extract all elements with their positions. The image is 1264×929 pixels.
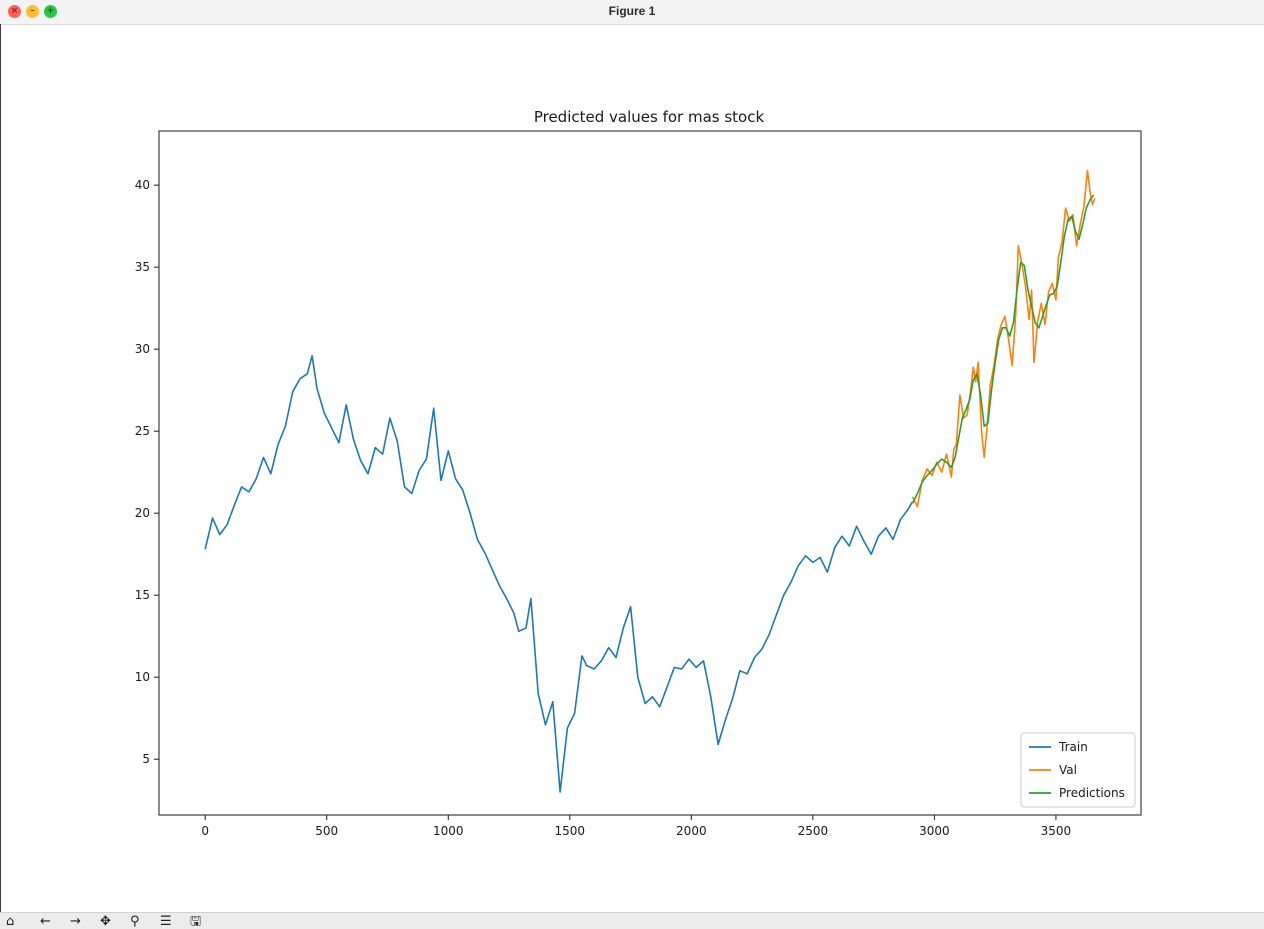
y-tick-label: 25 xyxy=(135,424,150,438)
y-tick-label: 15 xyxy=(135,588,150,602)
legend: Train Val Predictions xyxy=(1020,732,1136,808)
legend-label: Predictions xyxy=(1059,786,1125,800)
forward-button[interactable]: → xyxy=(70,914,81,929)
line-chart: Predicted values for mas stock 0 500 1000 1… xyxy=(135,108,1142,838)
configure-subplots-button[interactable]: ☰ xyxy=(160,914,172,929)
navigation-toolbar: ⌂ ← → ✥ ⚲ ☰ 🖫 xyxy=(0,912,1264,929)
y-tick-label: 10 xyxy=(135,670,150,684)
zoom-icon: ⚲ xyxy=(130,914,140,929)
window-title: Figure 1 xyxy=(608,4,656,18)
x-tick-label: 500 xyxy=(315,824,338,838)
series-line-train xyxy=(204,354,914,793)
plot-area xyxy=(158,130,1142,816)
minimize-icon: – xyxy=(30,6,35,16)
y-tick-label: 30 xyxy=(135,342,150,356)
legend-label: Val xyxy=(1059,763,1077,777)
close-icon: × xyxy=(10,6,19,16)
y-axis: 5 10 15 20 25 30 35 40 xyxy=(135,178,159,766)
back-icon: ← xyxy=(40,914,51,929)
maximize-window-button[interactable]: + xyxy=(44,5,57,18)
x-tick-label: 2500 xyxy=(798,824,829,838)
minimize-window-button[interactable]: – xyxy=(26,5,39,18)
forward-icon: → xyxy=(70,914,81,929)
x-tick-label: 1500 xyxy=(555,824,586,838)
legend-label: Train xyxy=(1058,740,1088,754)
pan-button[interactable]: ✥ xyxy=(100,914,111,929)
window-left-border xyxy=(0,24,1,912)
chart-title: Predicted values for mas stock xyxy=(534,108,765,126)
x-tick-label: 3500 xyxy=(1041,824,1072,838)
series-line-predictions xyxy=(911,194,1095,504)
maximize-icon: + xyxy=(46,6,55,16)
home-button[interactable]: ⌂ xyxy=(6,914,14,929)
save-icon: 🖫 xyxy=(190,914,202,929)
x-tick-label: 1000 xyxy=(433,824,464,838)
y-tick-label: 40 xyxy=(135,178,150,192)
figure-canvas: Predicted values for mas stock 0 500 1000 1… xyxy=(1,25,1264,912)
y-tick-label: 20 xyxy=(135,506,150,520)
back-button[interactable]: ← xyxy=(40,914,51,929)
y-tick-label: 5 xyxy=(142,752,150,766)
configure-subplots-icon: ☰ xyxy=(160,914,172,929)
x-axis: 0 500 1000 1500 2000 2500 3000 3500 xyxy=(201,815,1071,838)
zoom-button[interactable]: ⚲ xyxy=(130,914,140,929)
close-window-button[interactable]: × xyxy=(8,5,21,18)
x-tick-label: 3000 xyxy=(919,824,950,838)
series-line-val xyxy=(911,169,1096,508)
series-lines xyxy=(204,169,1096,793)
x-tick-label: 2000 xyxy=(676,824,707,838)
x-tick-label: 0 xyxy=(201,824,209,838)
home-icon: ⌂ xyxy=(6,914,15,929)
y-tick-label: 35 xyxy=(135,260,150,274)
legend-box xyxy=(1020,732,1136,808)
pan-icon: ✥ xyxy=(100,914,111,929)
window-titlebar: × – + Figure 1 xyxy=(0,0,1264,25)
save-button[interactable]: 🖫 xyxy=(190,914,201,929)
